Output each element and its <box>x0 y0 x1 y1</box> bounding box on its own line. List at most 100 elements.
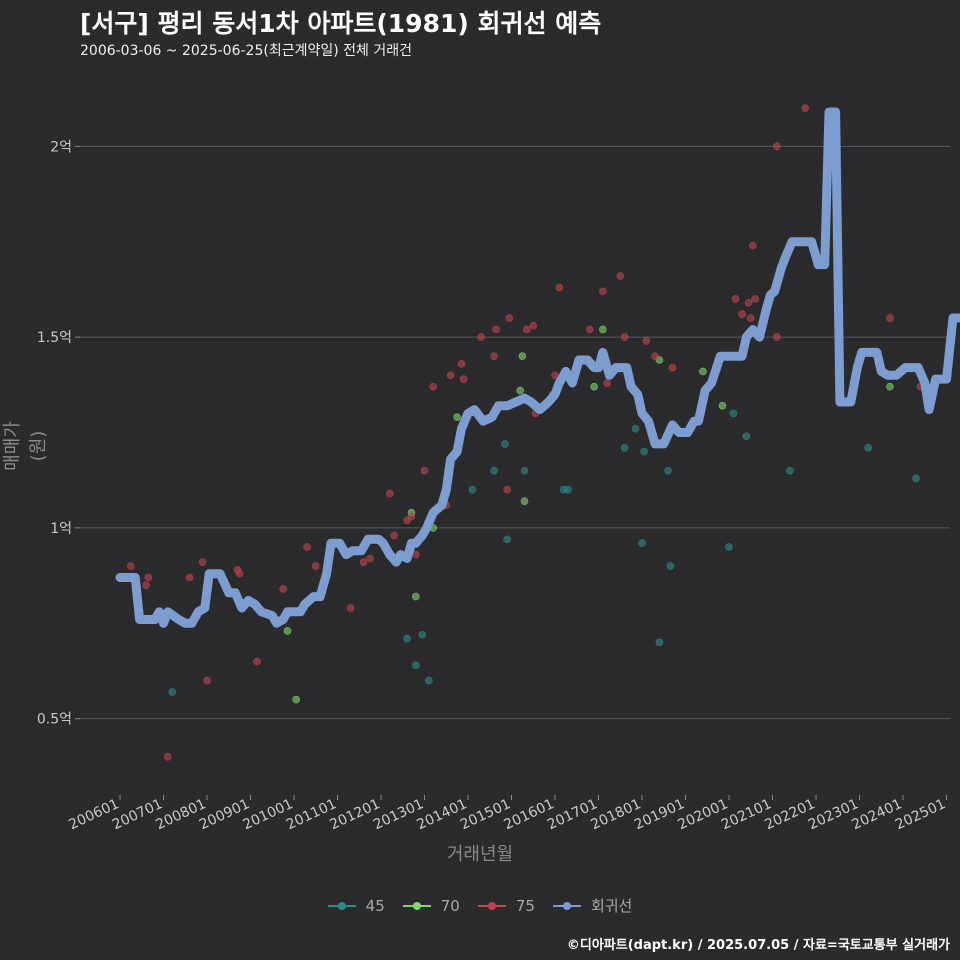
legend-label-75: 75 <box>515 896 535 915</box>
point-70 <box>283 627 292 635</box>
point-75 <box>603 379 612 387</box>
legend-item-45: 45 <box>327 895 385 916</box>
legend-key-70 <box>402 899 431 913</box>
x-tick-label: 202501 <box>893 796 948 833</box>
legend-label-regression: 회귀선 <box>590 897 633 915</box>
point-75 <box>503 485 511 494</box>
point-45 <box>655 638 664 647</box>
point-45 <box>425 676 433 685</box>
point-75 <box>746 314 755 322</box>
legend-dot <box>487 901 496 910</box>
point-45 <box>729 409 738 418</box>
point-70 <box>599 325 607 334</box>
point-45 <box>418 630 427 639</box>
point-70 <box>886 382 894 391</box>
point-75 <box>490 352 498 360</box>
point-75 <box>359 558 368 567</box>
legend-item-regression: 회귀선 <box>552 895 633 916</box>
point-45 <box>620 443 629 452</box>
legend: 45 70 75 회귀선 <box>0 895 960 916</box>
source-credit: ©디아파트(dapt.kr) / 2025.07.05 / 자료=국토교통부 실… <box>566 938 950 953</box>
point-75 <box>198 558 207 567</box>
legend-item-75: 75 <box>477 895 535 916</box>
point-75 <box>505 314 514 322</box>
point-45 <box>725 543 733 551</box>
y-axis-ticks: 0.5억 1억 1.5억 2억 <box>37 139 80 728</box>
point-75 <box>346 604 355 612</box>
point-45 <box>786 466 794 475</box>
point-75 <box>773 333 781 341</box>
point-45 <box>403 634 411 643</box>
point-75 <box>390 531 398 540</box>
point-45 <box>468 485 477 494</box>
legend-key-45 <box>327 899 356 913</box>
point-45 <box>664 466 672 475</box>
point-75 <box>446 371 455 380</box>
point-70 <box>718 401 727 410</box>
y-tick-label: 2억 <box>50 139 72 155</box>
point-70 <box>590 382 598 391</box>
point-75 <box>616 272 625 280</box>
point-75 <box>744 298 753 307</box>
point-75 <box>311 562 320 570</box>
point-75 <box>253 657 261 666</box>
point-70 <box>292 695 300 704</box>
point-45 <box>638 539 646 547</box>
point-45 <box>520 466 529 475</box>
x-axis-ticks: 2006012007012008012009012010012011012012… <box>66 795 948 833</box>
legend-item-70: 70 <box>402 895 460 916</box>
point-75 <box>585 325 594 334</box>
point-70 <box>411 592 420 601</box>
point-70 <box>453 413 461 422</box>
point-75 <box>303 543 311 551</box>
point-70 <box>518 352 527 360</box>
point-75 <box>886 314 894 322</box>
point-75 <box>738 310 746 319</box>
point-75 <box>279 585 287 593</box>
point-70 <box>516 386 525 395</box>
point-45 <box>631 424 640 433</box>
point-45 <box>864 443 873 452</box>
point-75 <box>651 352 659 360</box>
point-75 <box>749 241 757 250</box>
legend-dot <box>562 901 571 910</box>
point-75 <box>773 142 781 151</box>
point-75 <box>457 360 466 368</box>
point-45 <box>912 474 920 483</box>
point-75 <box>203 676 211 685</box>
grid-lines <box>80 145 950 720</box>
point-75 <box>477 333 485 341</box>
point-45 <box>411 661 420 670</box>
point-75 <box>164 753 172 761</box>
point-75 <box>599 287 607 296</box>
point-75 <box>522 325 531 334</box>
y-axis-title: 매매가(원) <box>2 421 49 471</box>
point-75 <box>801 104 809 112</box>
legend-label-45: 45 <box>365 896 385 915</box>
point-70 <box>520 497 529 505</box>
point-75 <box>420 466 429 475</box>
legend-label-70: 70 <box>440 896 460 915</box>
point-75 <box>668 363 677 372</box>
point-45 <box>168 688 176 696</box>
y-tick-label: 1.5억 <box>37 330 72 346</box>
point-75 <box>429 382 438 391</box>
point-45 <box>503 535 511 544</box>
point-45 <box>640 447 648 456</box>
y-tick-label: 1억 <box>50 521 72 537</box>
point-75 <box>144 573 153 582</box>
point-75 <box>142 581 150 589</box>
point-45 <box>742 432 751 441</box>
legend-key-75 <box>477 899 506 913</box>
point-75 <box>642 337 651 345</box>
point-45 <box>666 562 675 570</box>
point-75 <box>492 325 501 334</box>
point-75 <box>555 283 564 292</box>
legend-dot <box>337 901 346 910</box>
point-75 <box>385 489 394 498</box>
point-75 <box>459 375 468 383</box>
data-points <box>127 104 925 761</box>
point-45 <box>490 466 498 475</box>
point-75 <box>620 333 629 341</box>
